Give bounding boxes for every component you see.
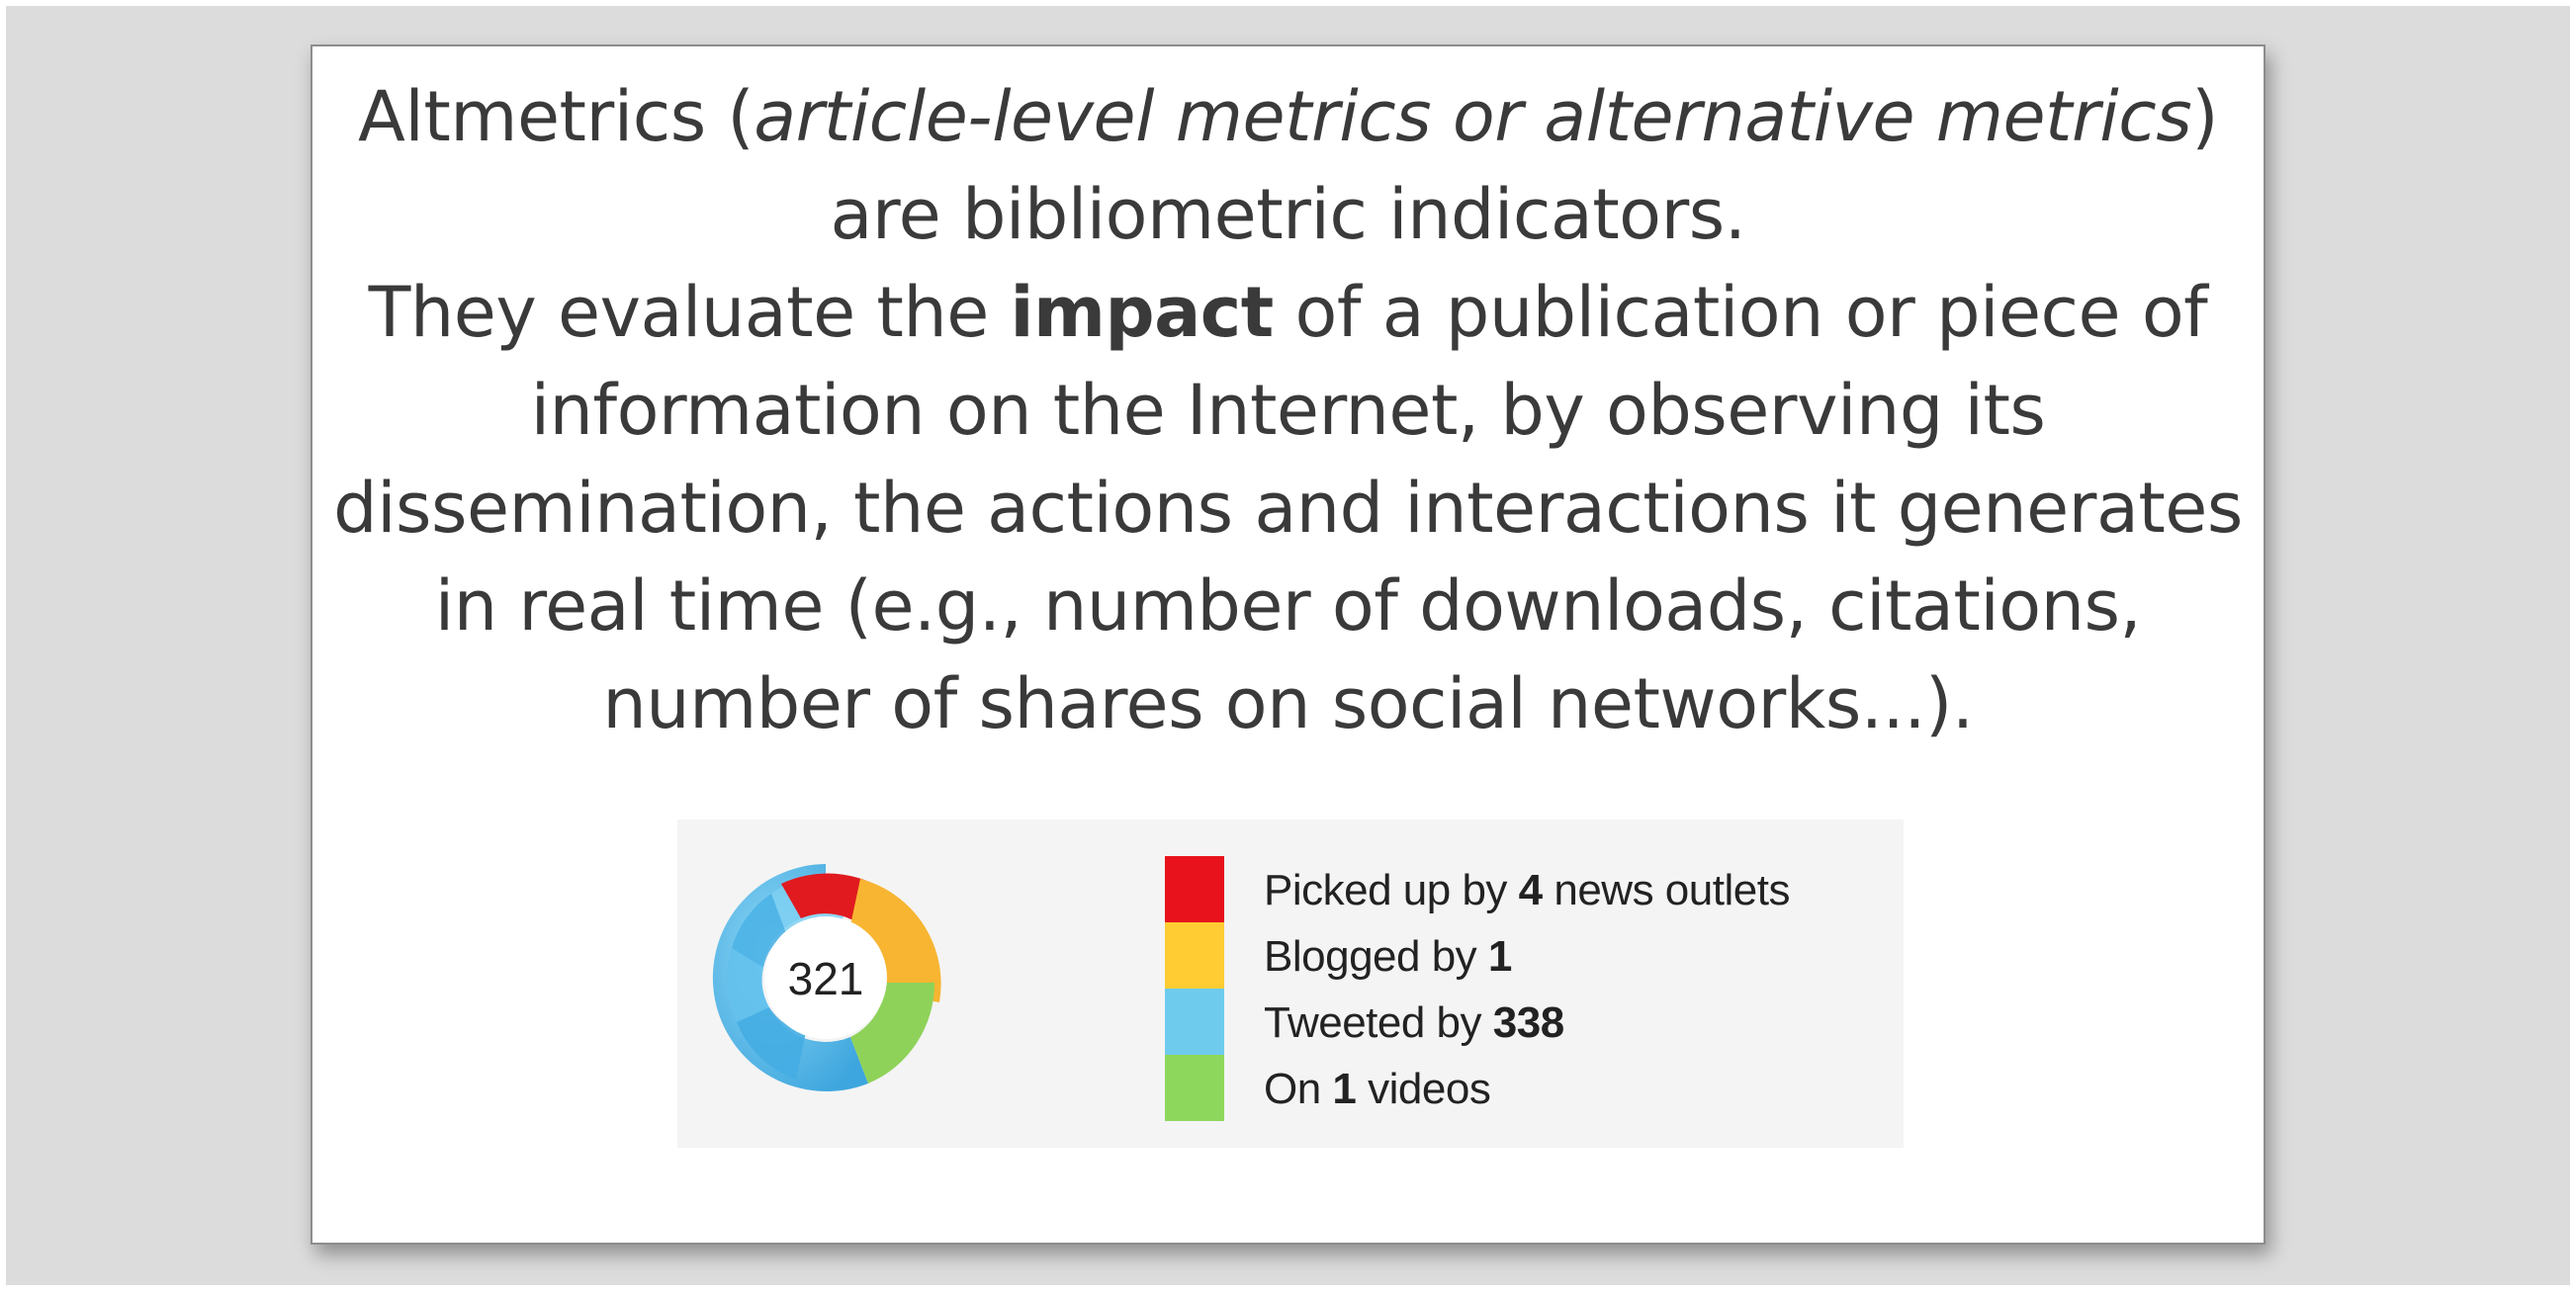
- text-line-7: number of shares on social networks...).: [602, 663, 1974, 744]
- text-line-3: They evaluate the impact of a publicatio…: [312, 264, 2264, 362]
- legend-blogs-prefix: Blogged by: [1264, 932, 1488, 981]
- text-line-1: Altmetrics (article-level metrics or alt…: [312, 68, 2264, 166]
- legend-label-twitter: Tweeted by 338: [1264, 996, 1564, 1050]
- blogs-segment: [850, 879, 941, 1002]
- blogs-swatch: [1165, 922, 1224, 989]
- news-swatch: [1165, 856, 1224, 922]
- donut-center: [764, 916, 887, 1039]
- altmetric-score: 321: [788, 953, 864, 1004]
- legend-video-prefix: On: [1264, 1065, 1333, 1113]
- text-line-2: are bibliometric indicators.: [830, 174, 1746, 255]
- legend-news-prefix: Picked up by: [1264, 866, 1519, 914]
- legend-video-suffix: videos: [1356, 1065, 1491, 1113]
- video-segment: [850, 983, 935, 1083]
- altmetric-donut: 321: [712, 864, 941, 1091]
- slide: Altmetrics (article-level metrics or alt…: [311, 44, 2265, 1245]
- legend-blogs-count: 1: [1487, 932, 1512, 981]
- legend-news-count: 4: [1518, 866, 1543, 914]
- legend-label-news: Picked up by 4 news outlets: [1264, 864, 1790, 917]
- twitter-swirl-3: [726, 948, 769, 1022]
- text-line-1-italic: article-level metrics or alternative met…: [754, 76, 2192, 157]
- text-line-3-end: of a publication or piece of: [1273, 272, 2208, 353]
- text-line-3-start: They evaluate the: [368, 272, 1011, 353]
- twitter-swirl-4: [737, 1007, 806, 1080]
- text-line-1-start: Altmetrics (: [358, 76, 755, 157]
- legend-label-video: On 1 videos: [1264, 1063, 1491, 1116]
- legend-news-suffix: news outlets: [1542, 866, 1790, 914]
- slide-text: Altmetrics (article-level metrics or alt…: [312, 68, 2264, 753]
- twitter-swirl-2: [732, 894, 786, 968]
- text-line-1-end: ): [2191, 76, 2218, 157]
- text-line-3-bold: impact: [1010, 272, 1275, 353]
- legend-label-blogs: Blogged by 1: [1264, 930, 1512, 984]
- altmetric-badge-card: 321 Picked up by 4 news outlets Blogged …: [677, 820, 1904, 1148]
- video-swatch: [1165, 1055, 1224, 1121]
- text-line-5: dissemination, the actions and interacti…: [333, 468, 2243, 549]
- text-line-6: in real time (e.g., number of downloads,…: [434, 565, 2142, 647]
- legend-twitter-prefix: Tweeted by: [1264, 998, 1493, 1047]
- legend-twitter-count: 338: [1492, 998, 1564, 1047]
- twitter-swatch: [1165, 989, 1224, 1055]
- text-line-4: information on the Internet, by observin…: [530, 370, 2046, 451]
- legend-video-count: 1: [1332, 1065, 1357, 1113]
